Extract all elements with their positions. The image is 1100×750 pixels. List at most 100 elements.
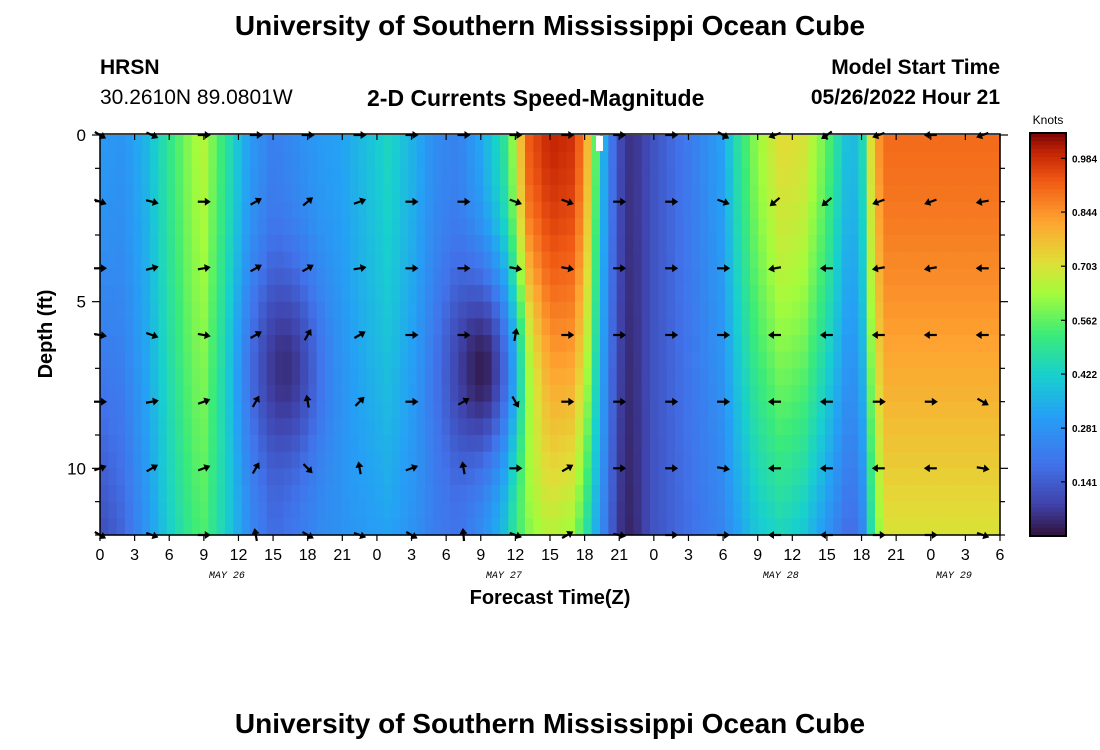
heatmap-cell — [516, 485, 526, 503]
heatmap-cell — [508, 435, 518, 453]
heatmap-cell — [383, 485, 393, 503]
heatmap-cell — [833, 151, 843, 169]
heatmap-cell — [850, 468, 859, 486]
heatmap-cell — [516, 418, 526, 436]
heatmap-cell — [291, 135, 301, 153]
heatmap-cell — [741, 185, 751, 203]
heatmap-cell — [775, 451, 784, 469]
heatmap-cell — [108, 451, 118, 469]
heatmap-cell — [800, 368, 809, 386]
heatmap-cell — [958, 335, 968, 353]
heatmap-cell — [125, 301, 134, 319]
heatmap-cell — [141, 235, 151, 253]
heatmap-cell — [166, 235, 176, 253]
heatmap-cell — [108, 485, 118, 503]
date-label: MAY 29 — [936, 571, 972, 582]
heatmap-cell — [350, 151, 359, 169]
heatmap-cell — [175, 185, 184, 203]
heatmap-cell — [791, 285, 801, 303]
heatmap-cell — [808, 218, 818, 236]
heatmap-cell — [241, 318, 251, 336]
heatmap-cell — [358, 335, 368, 353]
heatmap-cell — [666, 451, 676, 469]
heatmap-cell — [941, 251, 951, 269]
heatmap-cell — [250, 151, 259, 169]
heatmap-cell — [216, 351, 226, 369]
heatmap-cell — [908, 301, 918, 319]
current-arrow — [303, 394, 312, 408]
heatmap-cell — [691, 435, 701, 453]
heatmap-cell — [416, 435, 426, 453]
heatmap-cell — [308, 301, 318, 319]
heatmap-cell — [858, 518, 868, 536]
current-arrow — [197, 264, 211, 273]
heatmap-cell — [158, 335, 168, 353]
heatmap-cell — [575, 435, 584, 453]
heatmap-cell — [358, 418, 368, 436]
heatmap-cell — [975, 218, 984, 236]
heatmap-cell — [133, 185, 143, 203]
heatmap-cell — [583, 435, 593, 453]
current-arrow — [145, 131, 159, 140]
heatmap-cell — [958, 151, 968, 169]
heatmap-cell — [241, 468, 251, 486]
heatmap-cell — [183, 235, 193, 253]
heatmap-cell — [216, 268, 226, 286]
heatmap-cell — [291, 351, 301, 369]
heatmap-cell — [225, 501, 234, 519]
heatmap-cell — [858, 485, 868, 503]
heatmap-cell — [716, 451, 726, 469]
heatmap-cell — [975, 335, 984, 353]
heatmap-cell — [766, 185, 776, 203]
heatmap-cell — [108, 251, 118, 269]
heatmap-cell — [650, 168, 659, 186]
heatmap-cell — [391, 251, 401, 269]
heatmap-cell — [716, 385, 726, 403]
heatmap-cell — [316, 135, 326, 153]
current-arrow — [353, 331, 366, 339]
heatmap-cell — [783, 368, 793, 386]
heatmap-cell — [191, 285, 201, 303]
heatmap-cell — [925, 335, 934, 353]
heatmap-cell — [358, 135, 368, 153]
heatmap-cell — [233, 235, 243, 253]
heatmap-cell — [408, 235, 418, 253]
heatmap-cell — [358, 201, 368, 219]
heatmap-cell — [416, 268, 426, 286]
heatmap-cell — [108, 218, 118, 236]
heatmap-cell — [391, 418, 401, 436]
heatmap-cell — [375, 401, 384, 419]
heatmap-cell — [375, 185, 384, 203]
heatmap-cell — [775, 251, 784, 269]
heatmap-cell — [383, 385, 393, 403]
heatmap-cell — [691, 385, 701, 403]
heatmap-cell — [391, 435, 401, 453]
heatmap-cell — [158, 301, 168, 319]
heatmap-cell — [866, 151, 876, 169]
heatmap-cell — [775, 435, 784, 453]
heatmap-cell — [125, 151, 134, 169]
heatmap-cell — [783, 135, 793, 153]
heatmap-cell — [616, 318, 626, 336]
heatmap-cell — [208, 385, 218, 403]
heatmap-cell — [991, 285, 1001, 303]
heatmap-cell — [875, 135, 884, 153]
heatmap-cell — [841, 218, 851, 236]
heatmap-cell — [891, 335, 901, 353]
heatmap-cell — [158, 385, 168, 403]
current-arrow — [197, 531, 211, 539]
heatmap-cell — [866, 385, 876, 403]
heatmap-cell — [908, 135, 918, 153]
heatmap-cell — [258, 418, 268, 436]
heatmap-cell — [408, 335, 418, 353]
heatmap-cell — [766, 368, 776, 386]
heatmap-cell — [283, 468, 293, 486]
heatmap-cell — [425, 135, 434, 153]
heatmap-cell — [216, 285, 226, 303]
heatmap-cell — [491, 201, 501, 219]
heatmap-cell — [950, 218, 959, 236]
heatmap-cell — [883, 385, 893, 403]
heatmap-cell — [800, 351, 809, 369]
heatmap-cell — [408, 285, 418, 303]
heatmap-cell — [491, 218, 501, 236]
